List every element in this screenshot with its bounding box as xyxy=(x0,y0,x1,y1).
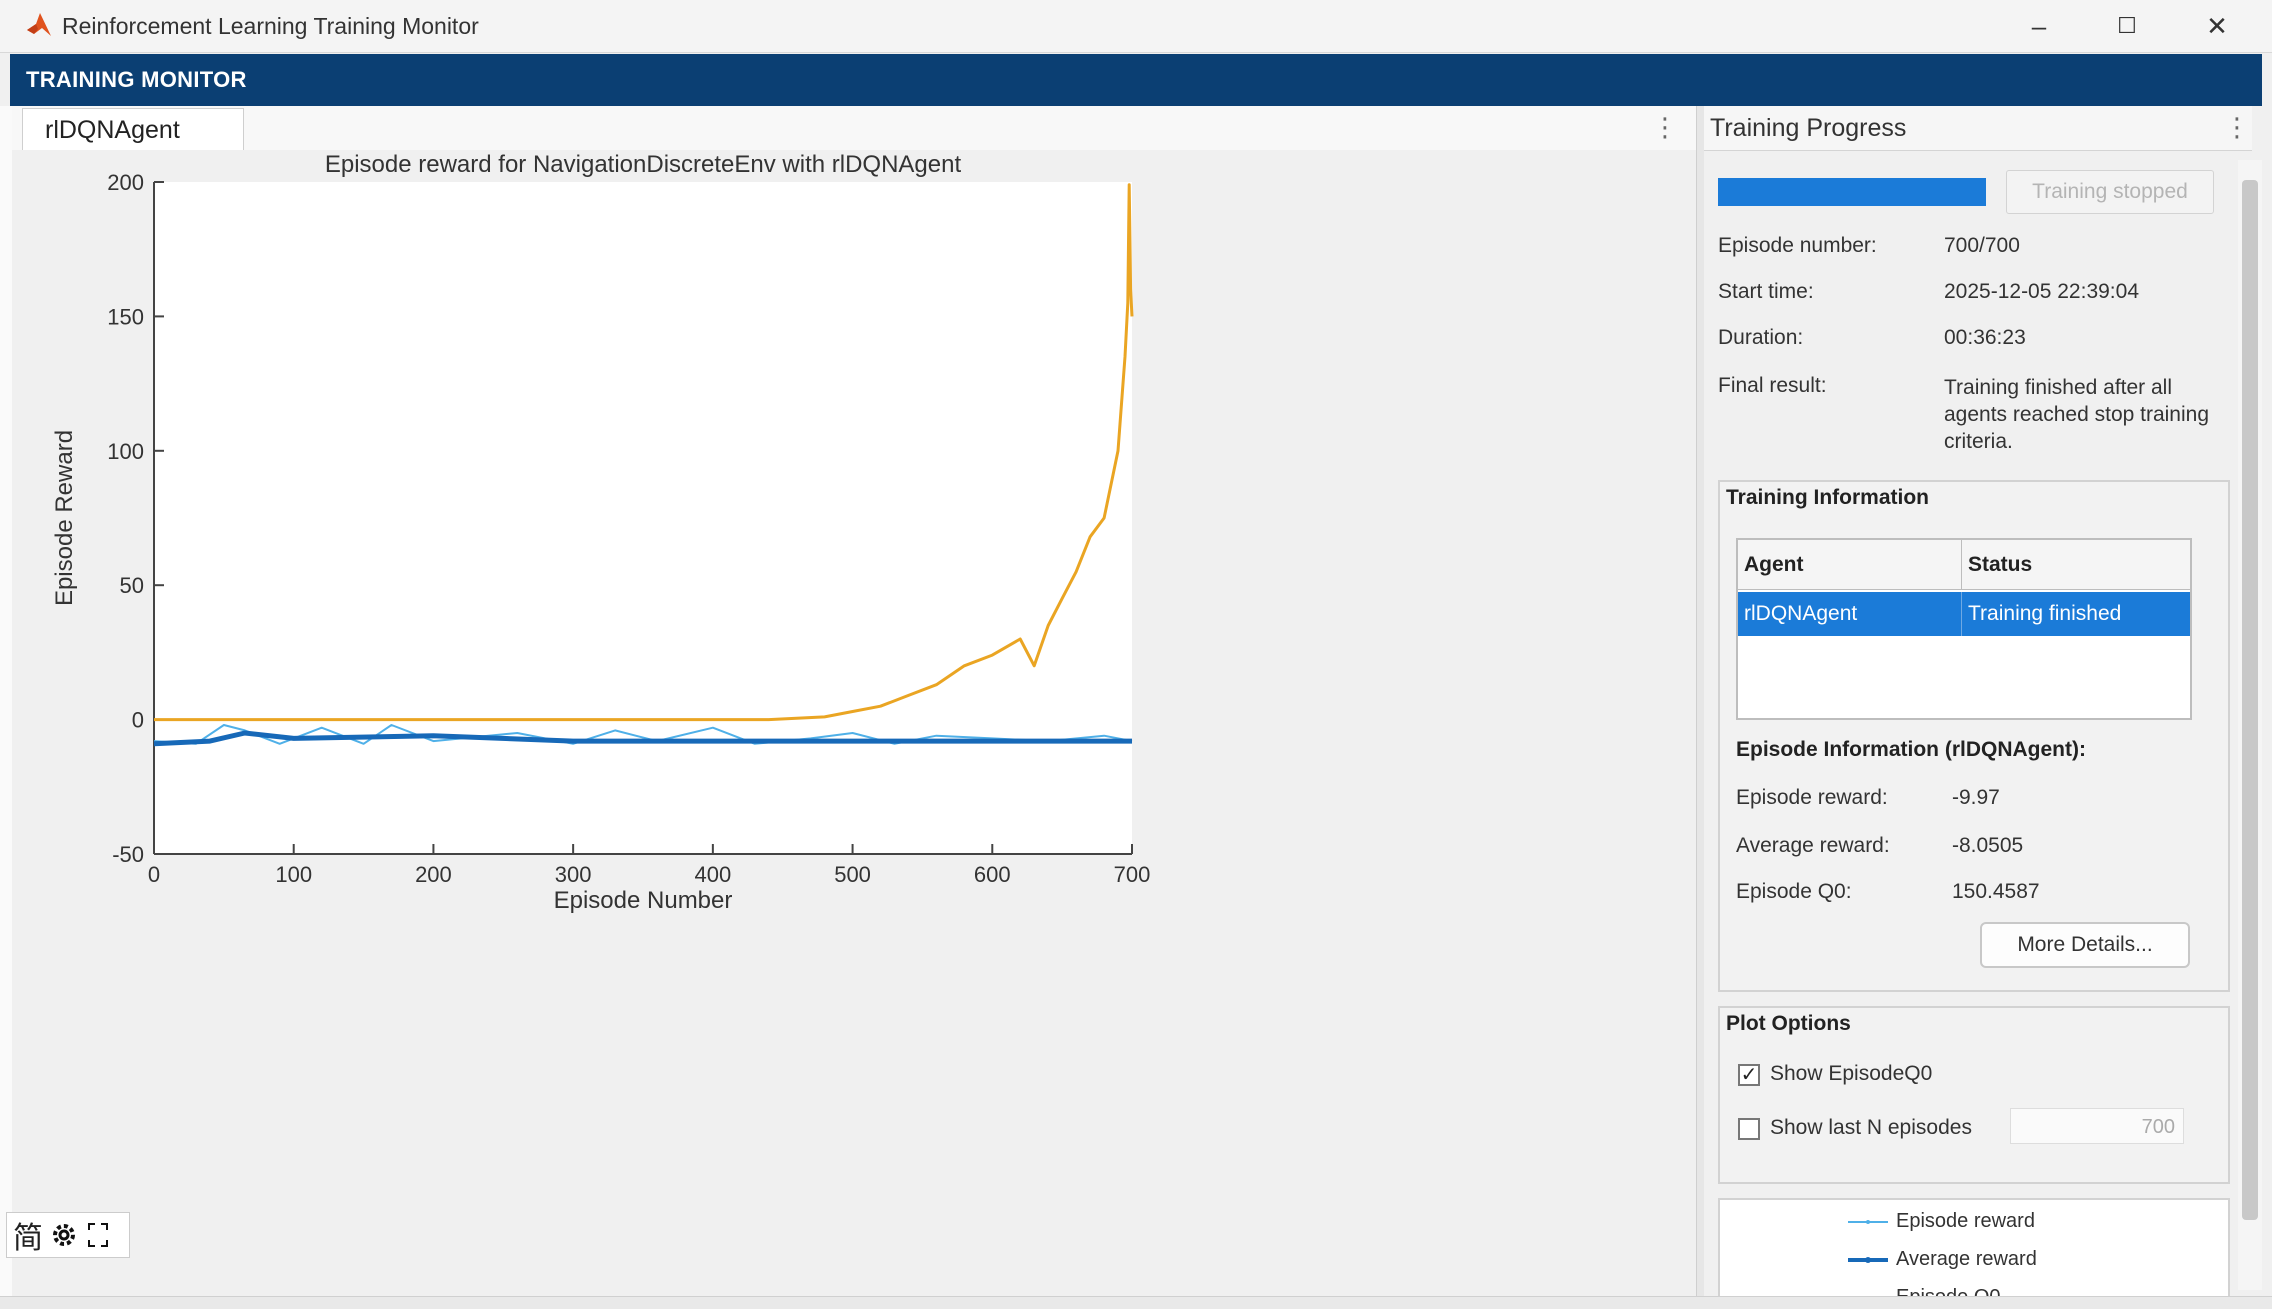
final-result-label: Final result: xyxy=(1718,374,1827,397)
plot-area xyxy=(154,182,1132,854)
training-progress-header: Training Progress ⋮ xyxy=(1704,106,2252,151)
show-last-n-checkbox[interactable] xyxy=(1738,1118,1760,1140)
maximize-button[interactable]: ☐ xyxy=(2117,13,2137,38)
episode-q0-label: Episode Q0: xyxy=(1736,880,1852,903)
x-tick-label: 400 xyxy=(694,862,731,887)
agent-status-table: Agent Status rlDQNAgent Training finishe… xyxy=(1736,538,2192,720)
episode-information-title: Episode Information (rlDQNAgent): xyxy=(1736,738,2086,761)
episode-reward-label: Episode reward: xyxy=(1736,786,1888,809)
start-time-value: 2025-12-05 22:39:04 xyxy=(1944,280,2139,303)
tab-rldqnagent[interactable]: rlDQNAgent xyxy=(22,108,244,150)
x-tick-label: 300 xyxy=(555,862,592,887)
average-reward-value: -8.0505 xyxy=(1952,834,2024,857)
table-row-agent-cell[interactable]: rlDQNAgent xyxy=(1738,592,1962,636)
start-time-label: Start time: xyxy=(1718,280,1814,303)
progress-menu-icon[interactable]: ⋮ xyxy=(2224,112,2250,142)
x-tick-label: 200 xyxy=(415,862,452,887)
minimize-button[interactable]: – xyxy=(2031,10,2047,41)
x-axis-label: Episode Number xyxy=(554,887,733,914)
stop-training-button[interactable]: Training stopped xyxy=(2006,170,2214,214)
duration-value: 00:36:23 xyxy=(1944,326,2026,349)
final-result-value: Training finished after all agents reach… xyxy=(1944,376,2210,453)
x-tick-label: 600 xyxy=(974,862,1011,887)
episode-q0-value: 150.4587 xyxy=(1952,880,2040,903)
scrollbar-thumb[interactable] xyxy=(2242,180,2258,1220)
plot-menu-icon[interactable]: ⋮ xyxy=(1652,112,1678,142)
x-tick-label: 0 xyxy=(148,862,160,887)
progress-bar-fill xyxy=(1718,178,1986,206)
y-tick-label: 150 xyxy=(107,304,144,329)
status-column-header: Status xyxy=(1962,540,2190,590)
episode-number-value: 700/700 xyxy=(1944,234,2020,257)
series-line-episode-q0 xyxy=(154,183,1134,722)
plot-tabbar: rlDQNAgent ⋮ xyxy=(12,106,1696,151)
bottom-status-strip xyxy=(0,1296,2272,1309)
show-episodeq0-checkbox[interactable]: ✓ xyxy=(1738,1064,1760,1086)
episode-reward-value: -9.97 xyxy=(1952,786,2000,809)
y-tick-label: 50 xyxy=(120,573,144,598)
toolstrip-tab-training-monitor[interactable]: TRAINING MONITOR xyxy=(26,67,247,92)
x-tick-label: 700 xyxy=(1114,862,1151,887)
training-progress-bar xyxy=(1718,178,1986,206)
episode-number-label: Episode number: xyxy=(1718,234,1877,257)
legend-swatches xyxy=(1848,1220,1888,1300)
window-titlebar: Reinforcement Learning Training Monitor … xyxy=(0,0,2272,53)
plot-options-group: Plot Options ✓ Show EpisodeQ0 Show last … xyxy=(1718,1006,2230,1184)
plot-options-title: Plot Options xyxy=(1726,1012,1851,1035)
last-n-episodes-input[interactable]: 700 xyxy=(2010,1108,2184,1144)
app-toolstrip-header: TRAINING MONITOR xyxy=(10,54,2262,106)
duration-label: Duration: xyxy=(1718,326,1804,349)
window-title: Reinforcement Learning Training Monitor xyxy=(62,13,479,39)
training-information-group: Training Information Agent Status rlDQNA… xyxy=(1718,480,2230,992)
y-tick-label: 200 xyxy=(107,170,144,195)
y-tick-label: -50 xyxy=(112,842,144,867)
ime-mode-label[interactable]: 简 xyxy=(13,1222,43,1255)
chart-title: Episode reward for NavigationDiscreteEnv… xyxy=(325,151,962,178)
gear-icon[interactable] xyxy=(49,1220,79,1250)
show-episodeq0-label: Show EpisodeQ0 xyxy=(1770,1062,1933,1085)
right-panel-scrollbar[interactable] xyxy=(2238,160,2262,1290)
training-progress-panel: Training Progress ⋮ Training stopped Epi… xyxy=(1704,106,2252,1306)
y-tick-label: 100 xyxy=(107,439,144,464)
y-axis-label: Episode Reward xyxy=(51,430,78,606)
agent-column-header: Agent xyxy=(1738,540,1962,590)
y-tick-label: 0 xyxy=(132,708,144,733)
ime-toolbar[interactable]: 简 xyxy=(6,1212,130,1258)
series-line-episode-reward xyxy=(153,724,1133,745)
plot-panel: Episode reward for NavigationDiscreteEnv… xyxy=(12,150,1696,1296)
training-progress-title: Training Progress xyxy=(1710,114,1907,142)
average-reward-label: Average reward: xyxy=(1736,834,1890,857)
matlab-logo-icon xyxy=(27,13,51,36)
training-information-title: Training Information xyxy=(1726,486,1929,509)
x-tick-label: 500 xyxy=(834,862,871,887)
x-tick-label: 100 xyxy=(275,862,312,887)
close-button[interactable]: ✕ xyxy=(2206,10,2228,41)
more-details-button[interactable]: More Details... xyxy=(1980,922,2190,968)
table-row-status-cell[interactable]: Training finished xyxy=(1962,592,2190,636)
legend-average-reward: Average reward xyxy=(1896,1248,2037,1270)
episode-reward-chart: Episode reward for NavigationDiscreteEnv… xyxy=(51,151,1151,914)
legend-group: Episode reward Average reward Episode Q0 xyxy=(1718,1198,2230,1306)
expand-icon[interactable] xyxy=(85,1220,111,1250)
legend-episode-reward: Episode reward xyxy=(1896,1210,2035,1232)
show-last-n-label: Show last N episodes xyxy=(1770,1116,1972,1139)
series-line-average-reward xyxy=(153,730,1132,747)
